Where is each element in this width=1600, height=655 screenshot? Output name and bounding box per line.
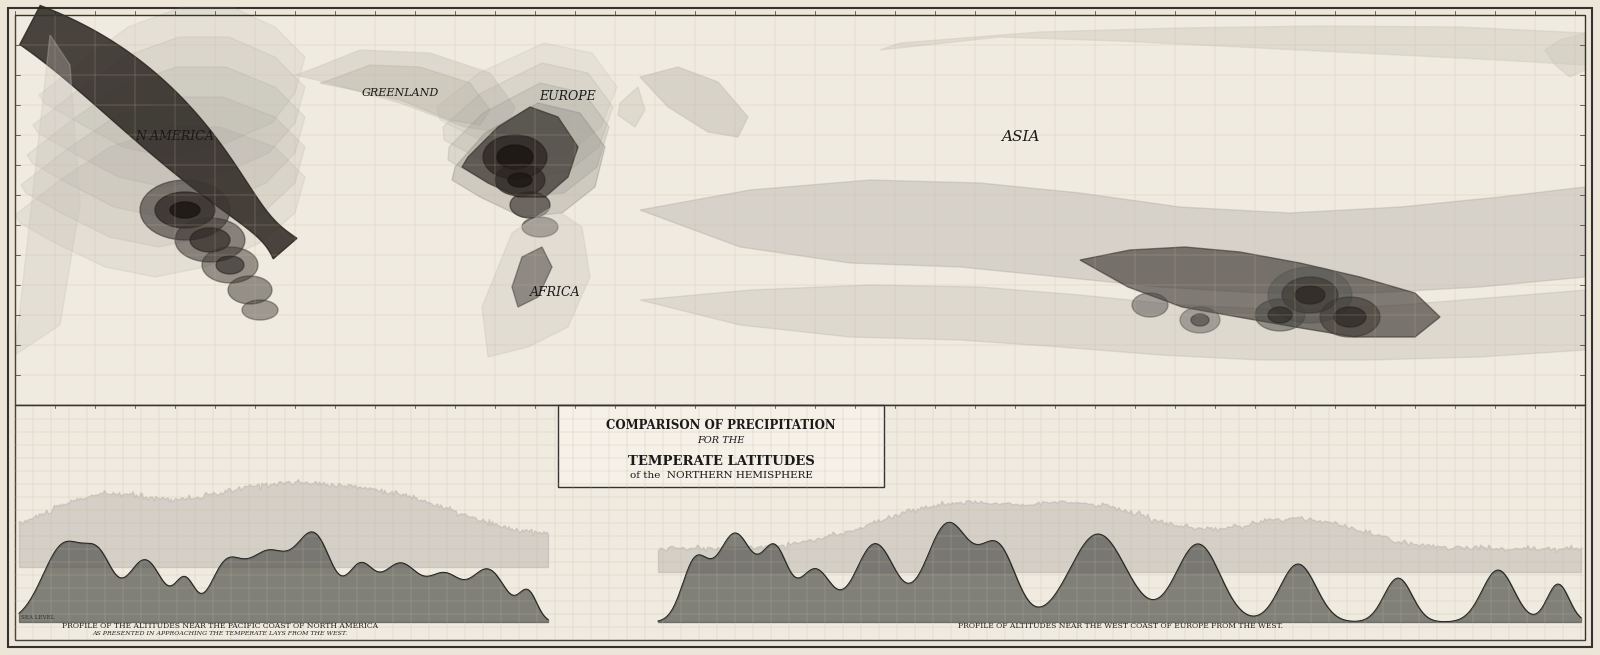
Polygon shape [512, 247, 552, 307]
Text: AFRICA: AFRICA [530, 286, 581, 299]
Polygon shape [498, 145, 533, 169]
Polygon shape [294, 50, 515, 133]
Text: SEA LEVEL: SEA LEVEL [21, 615, 54, 620]
Polygon shape [229, 276, 272, 304]
Text: N AMERICA: N AMERICA [136, 130, 214, 143]
Text: COMPARISON OF PRECIPITATION: COMPARISON OF PRECIPITATION [606, 419, 835, 432]
Bar [14, 15, 1586, 405]
Polygon shape [1269, 267, 1352, 323]
Polygon shape [19, 5, 298, 259]
Polygon shape [448, 83, 610, 197]
Polygon shape [443, 63, 613, 177]
Polygon shape [618, 87, 645, 127]
Polygon shape [1320, 297, 1379, 337]
Text: FOR THE: FOR THE [698, 436, 744, 445]
Bar [14, 405, 1586, 640]
Text: ASIA: ASIA [1000, 130, 1040, 144]
Bar [14, 15, 1586, 405]
Polygon shape [34, 37, 306, 187]
Text: PROFILE OF THE ALTITUDES NEAR THE PACIFIC COAST OF NORTH AMERICA: PROFILE OF THE ALTITUDES NEAR THE PACIFI… [62, 622, 378, 630]
Polygon shape [880, 26, 1586, 65]
Polygon shape [155, 192, 214, 228]
Polygon shape [640, 180, 1586, 293]
Polygon shape [509, 173, 531, 187]
Polygon shape [190, 228, 230, 252]
Polygon shape [14, 127, 306, 277]
Polygon shape [21, 97, 306, 247]
Text: PROFILE OF ALTITUDES NEAR THE WEST COAST OF EUROPE FROM THE WEST.: PROFILE OF ALTITUDES NEAR THE WEST COAST… [957, 622, 1283, 630]
Text: AS PRESENTED IN APPROACHING THE TEMPERATE LAYS FROM THE WEST.: AS PRESENTED IN APPROACHING THE TEMPERAT… [93, 631, 347, 636]
Polygon shape [1080, 247, 1440, 337]
Polygon shape [640, 285, 1586, 360]
Polygon shape [202, 247, 258, 283]
Polygon shape [1269, 307, 1293, 323]
Polygon shape [170, 202, 200, 218]
Text: of the  NORTHERN HEMISPHERE: of the NORTHERN HEMISPHERE [629, 471, 813, 480]
Polygon shape [1282, 277, 1338, 313]
Polygon shape [174, 218, 245, 262]
Polygon shape [437, 43, 618, 157]
Polygon shape [1546, 33, 1586, 77]
Polygon shape [320, 65, 490, 125]
Polygon shape [242, 300, 278, 320]
Polygon shape [216, 256, 243, 274]
Polygon shape [640, 67, 749, 137]
Polygon shape [510, 192, 550, 218]
Text: GREENLAND: GREENLAND [362, 88, 438, 98]
Polygon shape [1190, 314, 1210, 326]
Text: TEMPERATE LATITUDES: TEMPERATE LATITUDES [627, 455, 814, 468]
Polygon shape [494, 164, 546, 196]
Polygon shape [522, 217, 558, 237]
Polygon shape [38, 7, 306, 157]
FancyBboxPatch shape [558, 405, 883, 487]
Polygon shape [1334, 307, 1366, 327]
Polygon shape [141, 180, 230, 240]
Polygon shape [482, 207, 590, 357]
Polygon shape [483, 135, 547, 179]
Text: EUROPE: EUROPE [539, 90, 597, 103]
Polygon shape [453, 103, 605, 217]
Polygon shape [27, 67, 306, 217]
Bar [14, 405, 1586, 640]
Polygon shape [1254, 299, 1306, 331]
Polygon shape [1181, 307, 1221, 333]
Polygon shape [462, 107, 578, 197]
Polygon shape [1294, 286, 1325, 304]
Polygon shape [1133, 293, 1168, 317]
Polygon shape [14, 35, 80, 355]
